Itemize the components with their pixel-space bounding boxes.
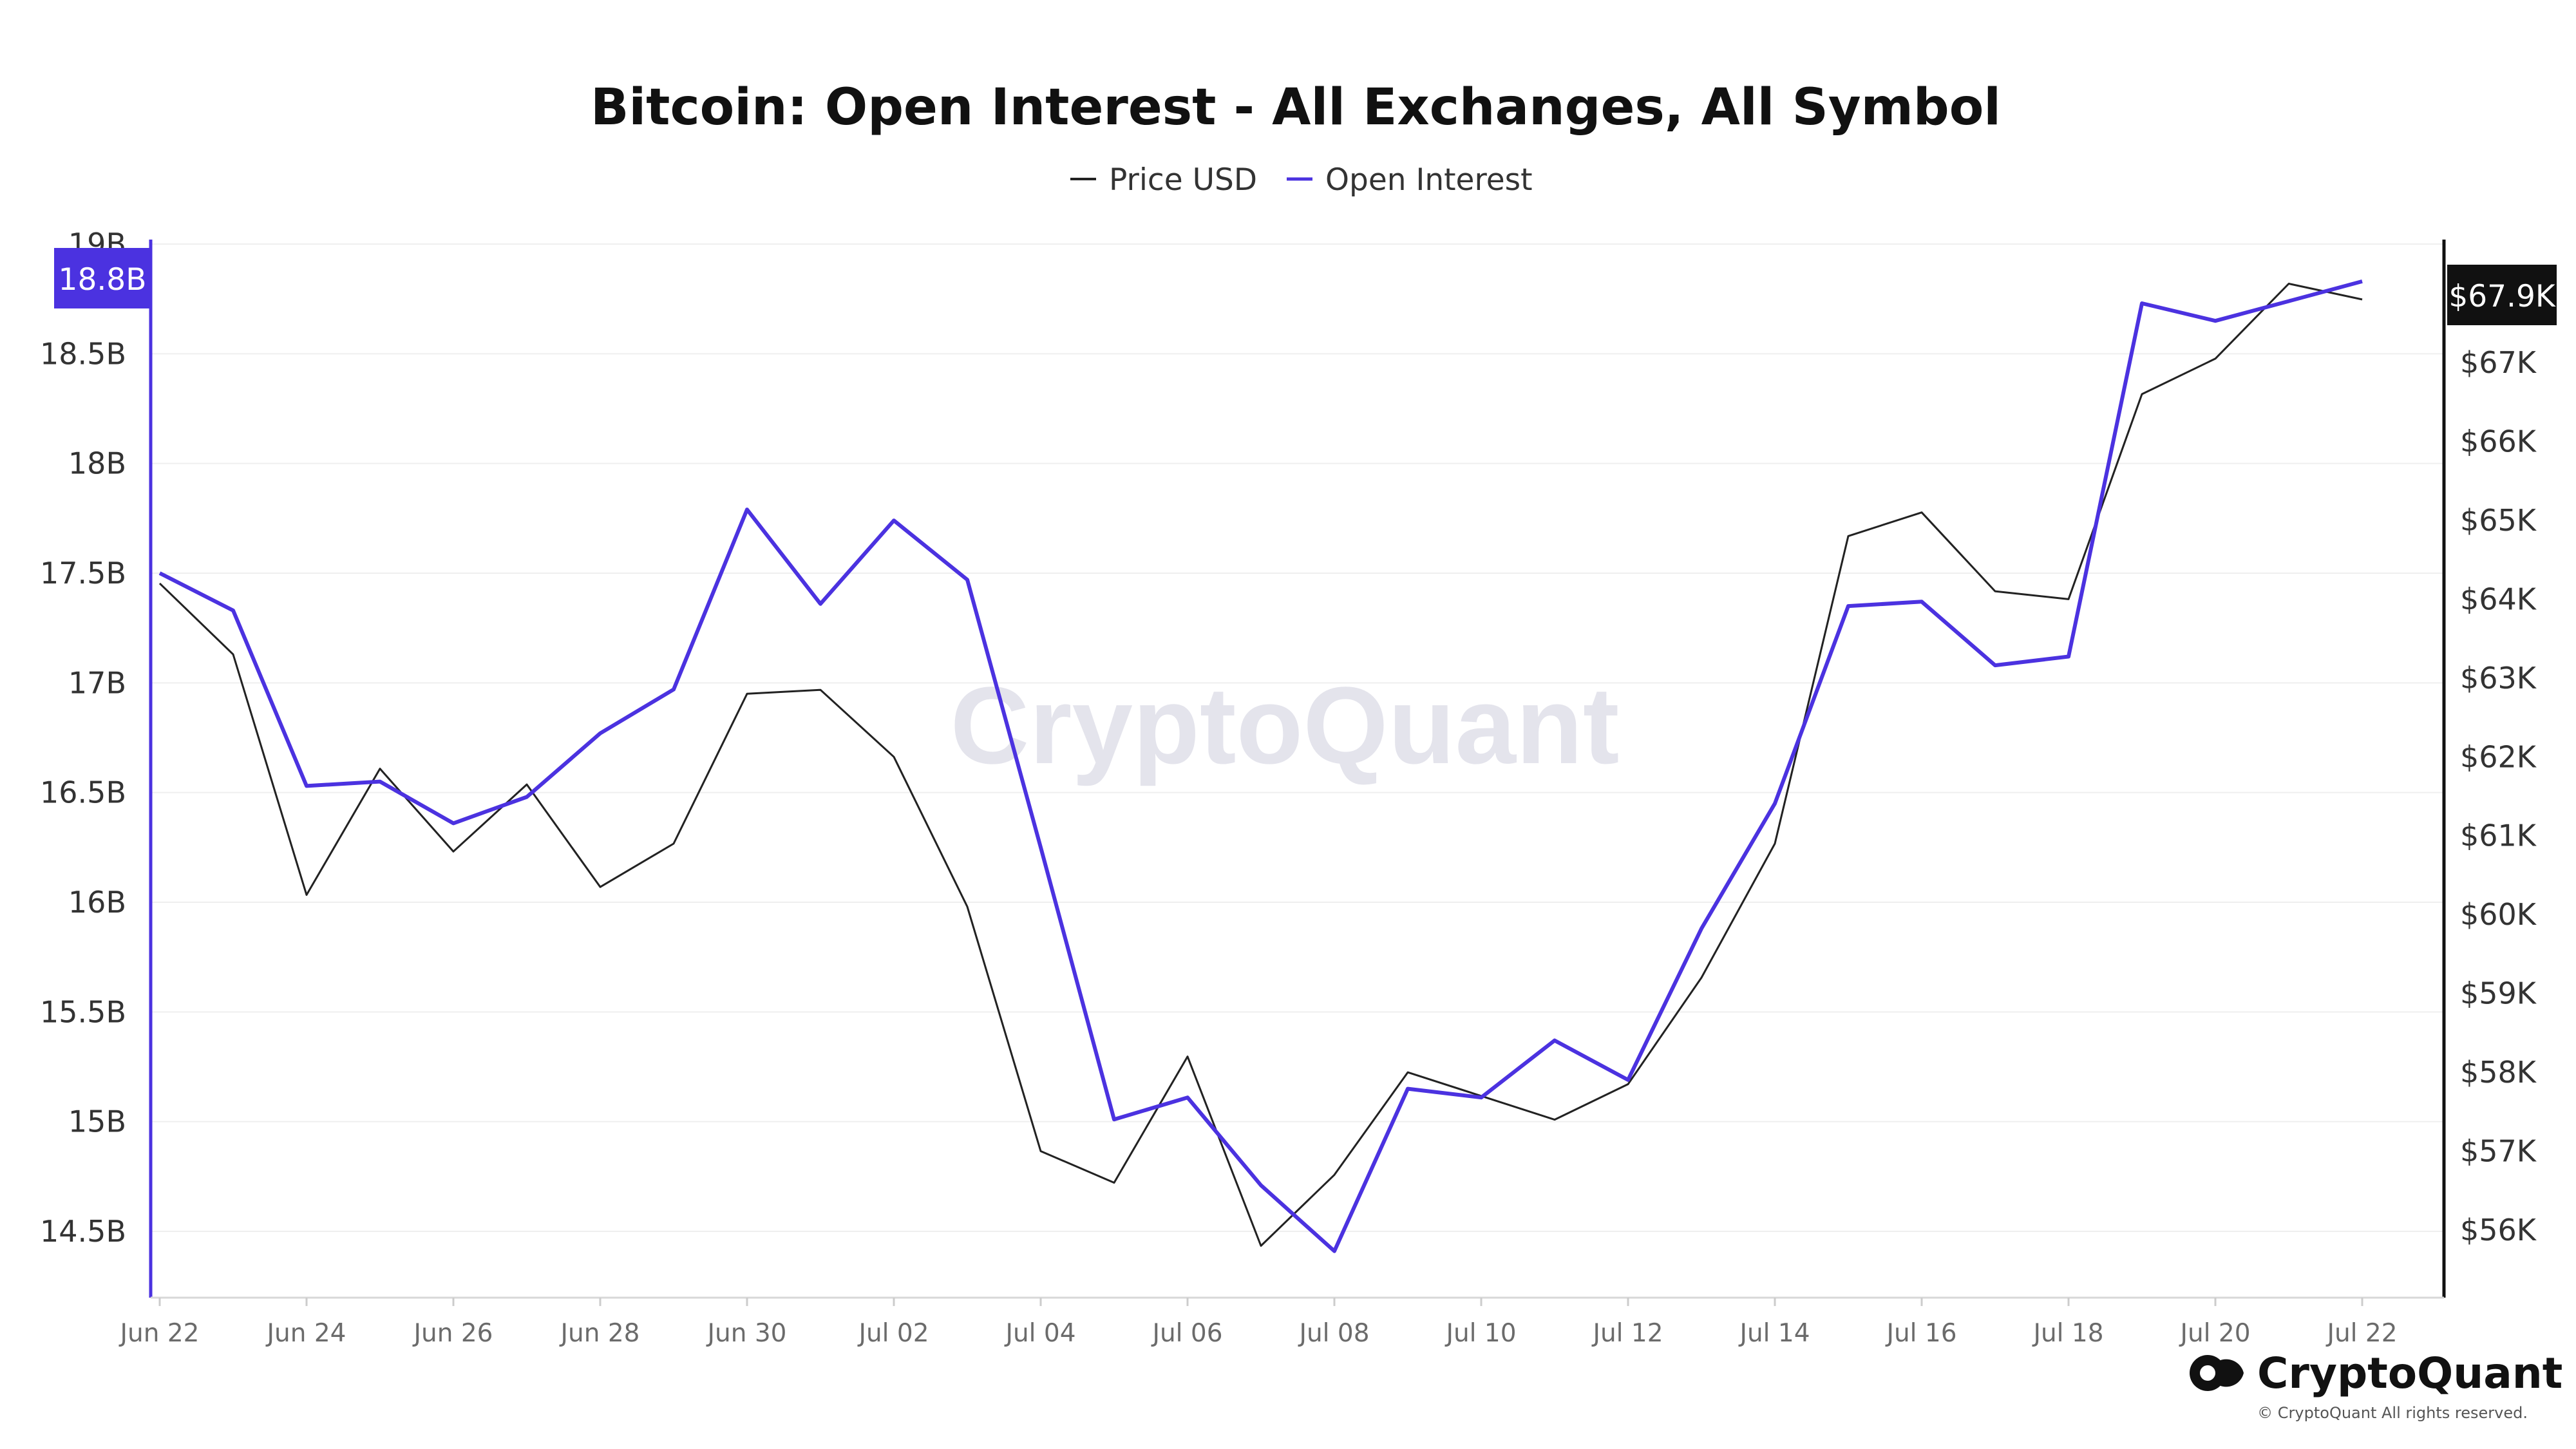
- cryptoquant-logo-icon: [2190, 1355, 2244, 1391]
- x-tick-label: Jul 22: [2325, 1319, 2397, 1348]
- left-tick-label: 15B: [68, 1104, 126, 1139]
- x-tick-label: Jul 16: [1884, 1319, 1956, 1348]
- right-tick-label: $67K: [2460, 345, 2537, 380]
- right-tick-label: $62K: [2460, 739, 2537, 774]
- left-tick-label: 17.5B: [40, 556, 126, 591]
- left-badge-label: 18.8B: [59, 262, 147, 298]
- right-badge-label: $67.9K: [2448, 279, 2556, 314]
- plot-area: [158, 279, 2363, 1253]
- left-tick-label: 17B: [68, 665, 126, 700]
- x-tick-label: Jun 30: [706, 1319, 787, 1348]
- left-tick-label: 16B: [68, 885, 126, 920]
- x-tick-label: Jul 20: [2178, 1319, 2250, 1348]
- left-axis-current-badge: 18.8B: [54, 248, 151, 308]
- x-tick-label: Jun 28: [559, 1319, 640, 1348]
- right-tick-label: $63K: [2460, 661, 2537, 696]
- x-tick-label: Jul 02: [857, 1319, 929, 1348]
- grid-lines: [151, 243, 2444, 1232]
- x-tick-label: Jun 26: [412, 1319, 493, 1348]
- right-tick-label: $58K: [2460, 1055, 2537, 1090]
- x-tick-label: Jul 14: [1738, 1319, 1810, 1348]
- brand-name: CryptoQuant: [2257, 1349, 2562, 1398]
- left-tick-label: 18.5B: [40, 336, 126, 371]
- copyright-text: © CryptoQuant All rights reserved.: [2257, 1404, 2528, 1422]
- right-tick-label: $59K: [2460, 976, 2537, 1011]
- x-tick-label: Jul 08: [1297, 1319, 1369, 1348]
- legend-label-open-interest: Open Interest: [1325, 162, 1533, 198]
- x-tick-label: Jun 24: [265, 1319, 346, 1348]
- left-tick-label: 15.5B: [40, 994, 126, 1029]
- x-tick-label: Jul 12: [1591, 1319, 1663, 1348]
- legend: Price USD Open Interest: [1070, 162, 1533, 198]
- chart-title: Bitcoin: Open Interest - All Exchanges, …: [591, 79, 2001, 137]
- legend-label-price-usd: Price USD: [1109, 162, 1257, 198]
- right-axis-ticks: $56K $57K $58K $59K $60K $61K $62K $63K $64K $65K…: [2460, 345, 2537, 1247]
- x-tick-label: Jul 04: [1003, 1319, 1075, 1348]
- right-tick-label: $66K: [2460, 424, 2537, 459]
- right-tick-label: $65K: [2460, 503, 2537, 538]
- legend-item-price-usd[interactable]: Price USD: [1070, 162, 1257, 198]
- left-tick-label: 14.5B: [40, 1214, 126, 1249]
- right-tick-label: $61K: [2460, 819, 2537, 853]
- watermark-text: CryptoQuant: [951, 665, 1620, 787]
- right-axis-current-badge: $67.9K: [2447, 265, 2557, 325]
- x-axis-ticks: Jun 22 Jun 24 Jun 26 Jun 28 Jun 30 Jul 02 Jul …: [118, 1298, 2398, 1348]
- brand-logo: CryptoQuant © CryptoQuant All rights res…: [2190, 1349, 2562, 1422]
- right-tick-label: $60K: [2460, 897, 2537, 932]
- x-tick-label: Jul 18: [2031, 1319, 2103, 1348]
- left-tick-label: 18B: [68, 446, 126, 481]
- right-tick-label: $57K: [2460, 1134, 2537, 1169]
- right-tick-label: $64K: [2460, 582, 2537, 616]
- x-tick-label: Jun 22: [118, 1319, 200, 1348]
- right-tick-label: $56K: [2460, 1213, 2537, 1247]
- x-tick-label: Jul 10: [1444, 1319, 1516, 1348]
- x-tick-label: Jul 06: [1150, 1319, 1222, 1348]
- legend-item-open-interest[interactable]: Open Interest: [1287, 162, 1533, 198]
- left-tick-label: 16.5B: [40, 775, 126, 810]
